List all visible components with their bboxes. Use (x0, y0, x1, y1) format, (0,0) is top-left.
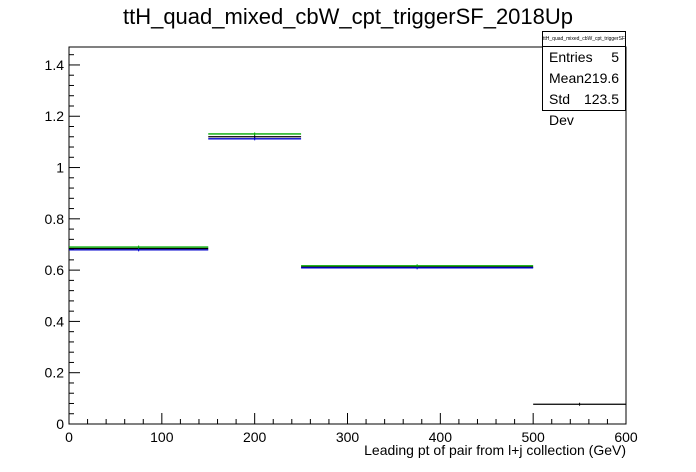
x-tick-label: 600 (614, 429, 638, 445)
y-tick-label: 0.6 (45, 262, 65, 278)
stats-box: ttH_quad_mixed_cbW_cpt_triggerSF_2018Up … (542, 31, 626, 128)
entries-label: Entries (549, 49, 593, 65)
mean-label: Mean (549, 70, 585, 86)
x-tick-label: 0 (65, 429, 73, 445)
y-tick-label: 0.2 (45, 365, 65, 381)
x-tick-label: 200 (243, 429, 267, 445)
stats-stddev-row: Std Dev 123.5 (543, 89, 625, 128)
y-tick-label: 1.2 (45, 108, 65, 124)
stats-entries-row: Entries 5 (543, 47, 625, 68)
mean-value: 219.6 (584, 70, 620, 86)
x-tick-label: 500 (521, 429, 545, 445)
y-tick-label: 1.4 (45, 57, 65, 73)
x-tick-label: 300 (336, 429, 360, 445)
stddev-value: 123.5 (583, 91, 619, 107)
y-tick-label: 0.4 (45, 313, 65, 329)
stats-mean-row: Mean 219.6 (543, 68, 625, 89)
stats-box-name: ttH_quad_mixed_cbW_cpt_triggerSF_2018Up (543, 32, 625, 47)
chart-title: ttH_quad_mixed_cbW_cpt_triggerSF_2018Up (122, 4, 574, 29)
x-axis: 0 100 200 300 400 500 600 (65, 413, 638, 445)
y-tick-label: 0 (56, 416, 64, 432)
entries-value: 5 (611, 49, 619, 65)
histogram-series (69, 132, 626, 406)
y-tick-label: 0.8 (45, 211, 65, 227)
x-axis-label: Leading pt of pair from l+j collection (… (364, 442, 626, 458)
x-tick-label: 100 (150, 429, 174, 445)
y-tick-label: 1 (56, 160, 64, 176)
y-axis: 0 0.2 0.4 0.6 0.8 1 1.2 1.4 (45, 54, 80, 432)
stddev-label: Std Dev (549, 91, 574, 128)
x-tick-label: 400 (429, 429, 453, 445)
